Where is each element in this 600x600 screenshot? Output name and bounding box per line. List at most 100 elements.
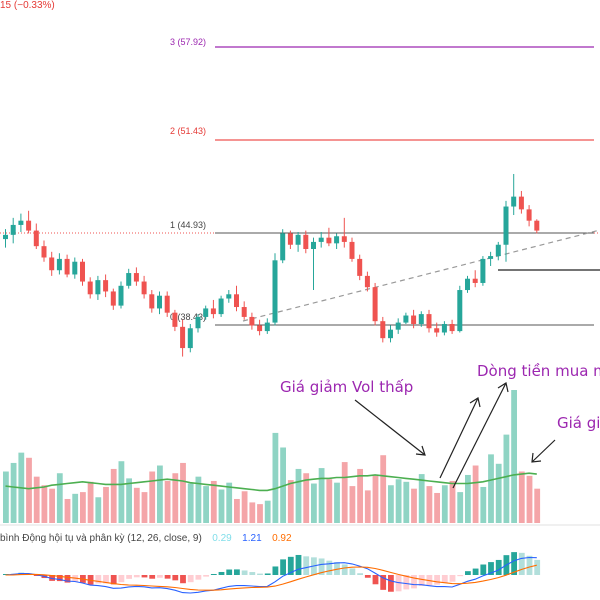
candle xyxy=(465,275,470,293)
candle-body xyxy=(403,315,409,323)
volume-bar xyxy=(226,482,233,523)
candle-body xyxy=(426,314,432,329)
arrow-low-vol-head xyxy=(415,445,426,456)
macd-bar xyxy=(126,575,132,579)
macd-line xyxy=(5,556,537,594)
volume-bar xyxy=(465,474,471,523)
volume-bar xyxy=(295,468,302,523)
candle-body xyxy=(249,316,255,326)
macd-bar xyxy=(295,554,302,575)
candle xyxy=(449,319,455,334)
volume-bar xyxy=(218,489,225,523)
macd-bar xyxy=(318,558,325,575)
macd-title: bình Động hội tụ và phân kỳ (12, 26, clo… xyxy=(0,533,202,544)
candle xyxy=(503,200,509,262)
candle-body xyxy=(33,230,39,247)
macd-bar xyxy=(264,573,271,575)
macd-bar xyxy=(56,575,63,582)
macd-bar xyxy=(195,575,202,580)
macd-bar xyxy=(526,555,533,575)
volume-bar xyxy=(388,485,394,523)
candle xyxy=(426,309,432,333)
candle-body xyxy=(372,287,378,322)
candle-body xyxy=(3,234,8,240)
arrow-buy-flow-1[interactable] xyxy=(439,397,479,479)
macd-bar xyxy=(480,564,487,575)
candle-body xyxy=(395,322,401,330)
macd-bar xyxy=(411,575,417,589)
macd-bar xyxy=(103,575,109,584)
candle xyxy=(49,251,55,276)
volume-bar xyxy=(118,461,125,523)
macd-bar xyxy=(157,575,163,578)
macd-bar xyxy=(434,575,440,585)
candle xyxy=(441,321,447,336)
arrow-buy-flow-2[interactable] xyxy=(452,382,507,489)
macd-bar xyxy=(187,575,194,583)
arrow-low-vol[interactable] xyxy=(354,399,426,456)
candle-body xyxy=(318,237,324,242)
candle xyxy=(372,282,378,326)
candle xyxy=(126,268,132,289)
candle xyxy=(234,285,239,312)
volume-bar xyxy=(495,463,502,523)
candle xyxy=(418,311,424,327)
candle-body xyxy=(526,209,532,221)
fib-label-1: 1 (44.93) xyxy=(170,220,206,230)
volume-bar xyxy=(287,480,294,523)
candle xyxy=(80,258,85,286)
candle-body xyxy=(518,196,524,210)
volume-bar xyxy=(418,474,425,523)
arrow-buy-flow-2-head xyxy=(497,382,509,393)
candle xyxy=(64,254,70,278)
volume-bar xyxy=(141,492,148,523)
candle-body xyxy=(457,290,463,332)
macd-bar xyxy=(334,562,340,575)
candle xyxy=(534,219,540,234)
candle-body xyxy=(218,298,224,315)
candle-body xyxy=(187,328,193,349)
candle-body xyxy=(164,295,170,313)
candle xyxy=(395,318,401,334)
candle xyxy=(180,319,186,357)
annotation-low-vol: Giá giảm Vol thấp xyxy=(280,378,413,396)
candle-body xyxy=(10,224,16,235)
candle xyxy=(303,230,309,254)
candle xyxy=(295,232,301,252)
candle-body xyxy=(257,325,263,332)
macd-bar xyxy=(172,575,179,581)
candle-body xyxy=(503,206,509,245)
volume-bar xyxy=(488,454,494,523)
candle-body xyxy=(488,256,494,259)
candle-body xyxy=(341,236,347,242)
candle xyxy=(18,213,24,233)
candle-body xyxy=(449,324,455,332)
candle xyxy=(218,295,224,317)
trend-line[interactable] xyxy=(242,229,600,322)
macd-bar xyxy=(164,575,171,579)
arrow-price-drop[interactable] xyxy=(531,439,556,463)
candle xyxy=(434,322,440,337)
volume-bar xyxy=(33,476,40,523)
candle xyxy=(357,254,363,281)
candle xyxy=(280,229,286,264)
volume-bar xyxy=(3,471,9,523)
candle-body xyxy=(157,295,162,309)
candle-body xyxy=(480,258,486,283)
volume-bar xyxy=(149,471,156,523)
candle xyxy=(157,291,162,315)
macd-bar xyxy=(349,568,356,575)
candle xyxy=(210,299,216,319)
macd-bar xyxy=(203,575,209,577)
volume-bar xyxy=(56,473,63,523)
candle-body xyxy=(272,260,278,323)
macd-bar xyxy=(441,575,448,583)
candle xyxy=(195,314,201,333)
volume-bar xyxy=(264,500,271,523)
candle xyxy=(272,253,278,326)
candle-body xyxy=(41,246,47,258)
candle-body xyxy=(465,278,470,291)
volume-bar xyxy=(103,486,109,523)
